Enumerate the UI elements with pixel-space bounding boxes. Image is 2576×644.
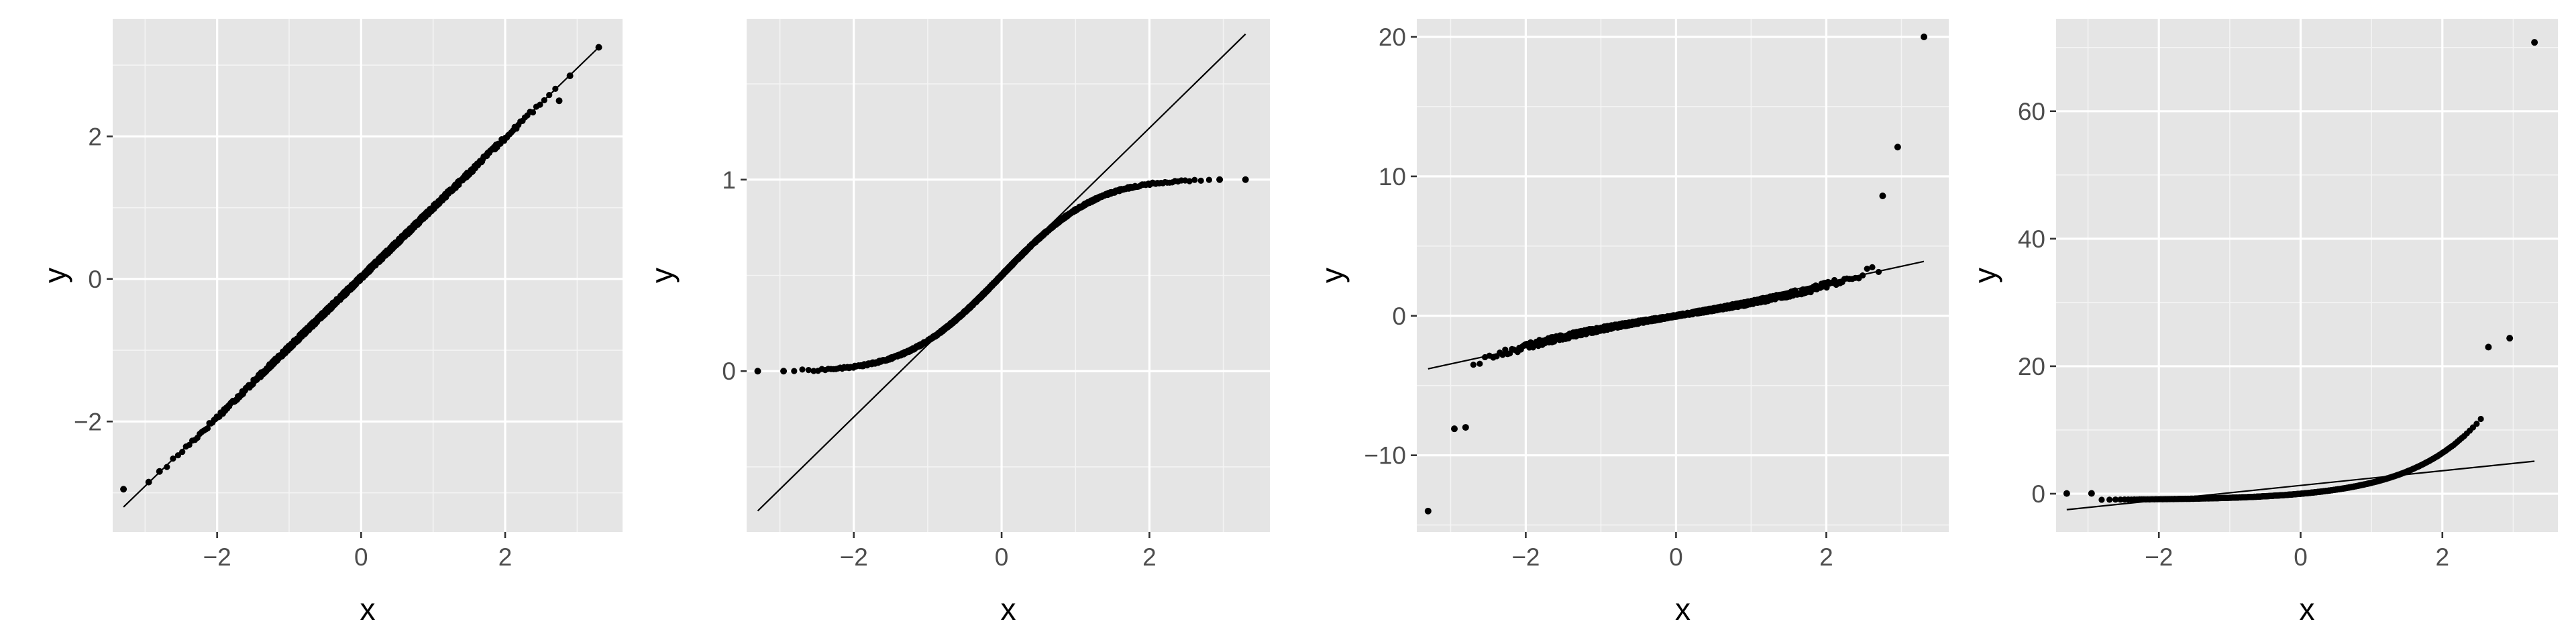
qq-point [1869,264,1876,270]
qq-point [1191,176,1198,183]
qq-point-extreme [1462,424,1469,431]
qq-panel-2: −2 0 2 0 1 x y [645,19,1270,627]
y-tick-label: 0 [1392,303,1406,330]
qq-point [1860,272,1866,279]
x-tick-label: 2 [1142,543,1157,571]
x-tick-label: 2 [2436,543,2450,571]
qq-point [1499,352,1506,358]
qq-point [170,455,176,462]
qq-point-extreme [120,486,127,493]
qq-point-extreme [754,368,761,375]
qq-panel-3: −2 0 2 −10 0 10 20 x y [1315,19,1949,627]
qq-point [541,97,547,104]
qq-point [1186,178,1193,184]
y-axis-title: y [1968,268,2002,283]
qq-point [2106,496,2113,503]
qq-point [1875,268,1882,276]
x-tick-label: 0 [995,543,1009,571]
qq-point [1477,360,1483,367]
qq-point-extreme [1216,176,1224,183]
qq-point [546,91,553,99]
qq-point [1197,177,1204,184]
qq-point-extreme [1451,425,1458,433]
qq-point [552,85,559,93]
qq-point-extreme [156,468,163,475]
qq-point-extreme [1879,193,1886,200]
qq-point-extreme [595,44,602,51]
x-tick-label: 0 [2294,543,2308,571]
x-tick-label: 2 [1819,543,1833,571]
qq-point [791,368,798,374]
qq-point-extreme [2506,335,2514,342]
qq-point [1864,266,1870,272]
y-tick-label: 0 [722,358,736,385]
x-axis-title: x [360,592,376,627]
qq-point [529,109,537,116]
y-tick-label: 40 [2018,225,2045,253]
qq-point-extreme [2088,490,2095,497]
qq-point-extreme [1894,144,1901,151]
qq-point-extreme [566,72,574,79]
x-tick-label: −2 [840,543,868,571]
qq-point-extreme [2531,39,2538,46]
x-tick-label: −2 [203,543,231,571]
y-tick-label: 2 [88,123,102,150]
x-tick-label: 0 [1669,543,1683,571]
y-tick-label: 0 [2031,480,2045,508]
qq-point-extreme [1424,507,1432,515]
qq-point [2473,421,2480,427]
x-axis-title: x [1675,592,1690,627]
x-tick-label: 2 [498,543,513,571]
qq-point [1205,176,1212,183]
qq-point-extreme [145,478,152,486]
qq-point [810,368,817,374]
x-axis-title: x [2300,592,2315,627]
y-axis-title: y [645,268,680,283]
y-tick-label: 20 [2018,353,2045,380]
qq-point [186,441,193,448]
qq-point [164,464,170,470]
qq-panel-1: −2 0 2 −2 0 2 x y [38,19,623,627]
qq-point [537,101,543,108]
y-tick-label: −2 [74,408,102,435]
qq-point [174,452,181,459]
y-tick-label: 20 [1379,23,1406,51]
y-axis-title: y [1315,268,1350,283]
x-tick-label: 0 [354,543,368,571]
qq-point [2477,415,2484,423]
y-tick-label: 1 [722,166,736,194]
qq-point-extreme [2485,343,2492,351]
qq-point [2112,496,2119,503]
x-tick-label: −2 [1511,543,1540,571]
qq-point-extreme [1242,176,1249,183]
y-tick-label: 10 [1379,163,1406,191]
panel-background [2056,19,2558,532]
x-axis-title: x [1001,592,1016,627]
qq-point [1470,362,1477,368]
qq-point [799,366,806,373]
qq-point [805,367,812,374]
qq-point-extreme [780,368,788,375]
qq-point-extreme [555,97,563,105]
y-tick-label: −10 [1364,442,1406,470]
qq-point [2098,496,2105,503]
y-tick-label: 60 [2018,98,2045,125]
qq-point-extreme [1921,34,1928,41]
qq-point [204,425,211,432]
qq-point-extreme [2063,490,2070,497]
y-tick-label: 0 [88,266,102,293]
y-axis-title: y [38,268,72,283]
qq-point [179,449,186,455]
x-tick-label: −2 [2145,543,2173,571]
